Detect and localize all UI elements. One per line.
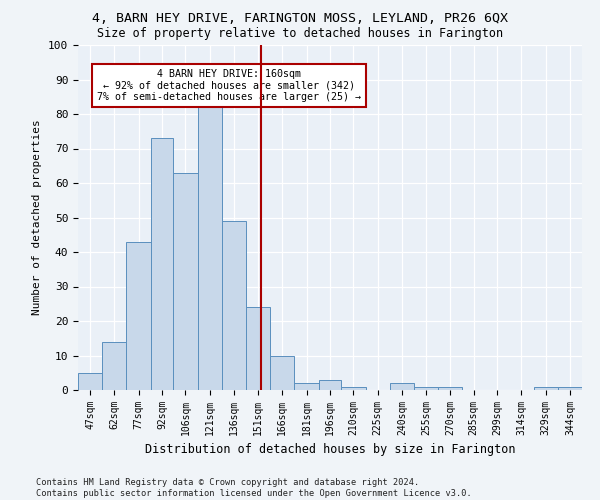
Text: Size of property relative to detached houses in Farington: Size of property relative to detached ho… xyxy=(97,28,503,40)
Bar xyxy=(127,242,151,390)
Bar xyxy=(151,138,173,390)
Bar xyxy=(390,383,414,390)
Bar xyxy=(222,221,246,390)
Bar xyxy=(319,380,341,390)
Bar xyxy=(414,386,438,390)
Bar xyxy=(438,386,463,390)
Bar xyxy=(558,386,582,390)
Bar xyxy=(102,342,127,390)
Y-axis label: Number of detached properties: Number of detached properties xyxy=(32,120,43,316)
Bar xyxy=(295,383,319,390)
Text: 4 BARN HEY DRIVE: 160sqm
← 92% of detached houses are smaller (342)
7% of semi-d: 4 BARN HEY DRIVE: 160sqm ← 92% of detach… xyxy=(97,69,361,102)
Bar xyxy=(197,104,222,390)
Bar xyxy=(173,172,197,390)
Bar xyxy=(246,307,270,390)
Bar xyxy=(341,386,365,390)
Bar xyxy=(270,356,295,390)
Text: 4, BARN HEY DRIVE, FARINGTON MOSS, LEYLAND, PR26 6QX: 4, BARN HEY DRIVE, FARINGTON MOSS, LEYLA… xyxy=(92,12,508,26)
X-axis label: Distribution of detached houses by size in Farington: Distribution of detached houses by size … xyxy=(145,444,515,456)
Bar xyxy=(78,373,102,390)
Text: Contains HM Land Registry data © Crown copyright and database right 2024.
Contai: Contains HM Land Registry data © Crown c… xyxy=(36,478,472,498)
Bar xyxy=(533,386,558,390)
